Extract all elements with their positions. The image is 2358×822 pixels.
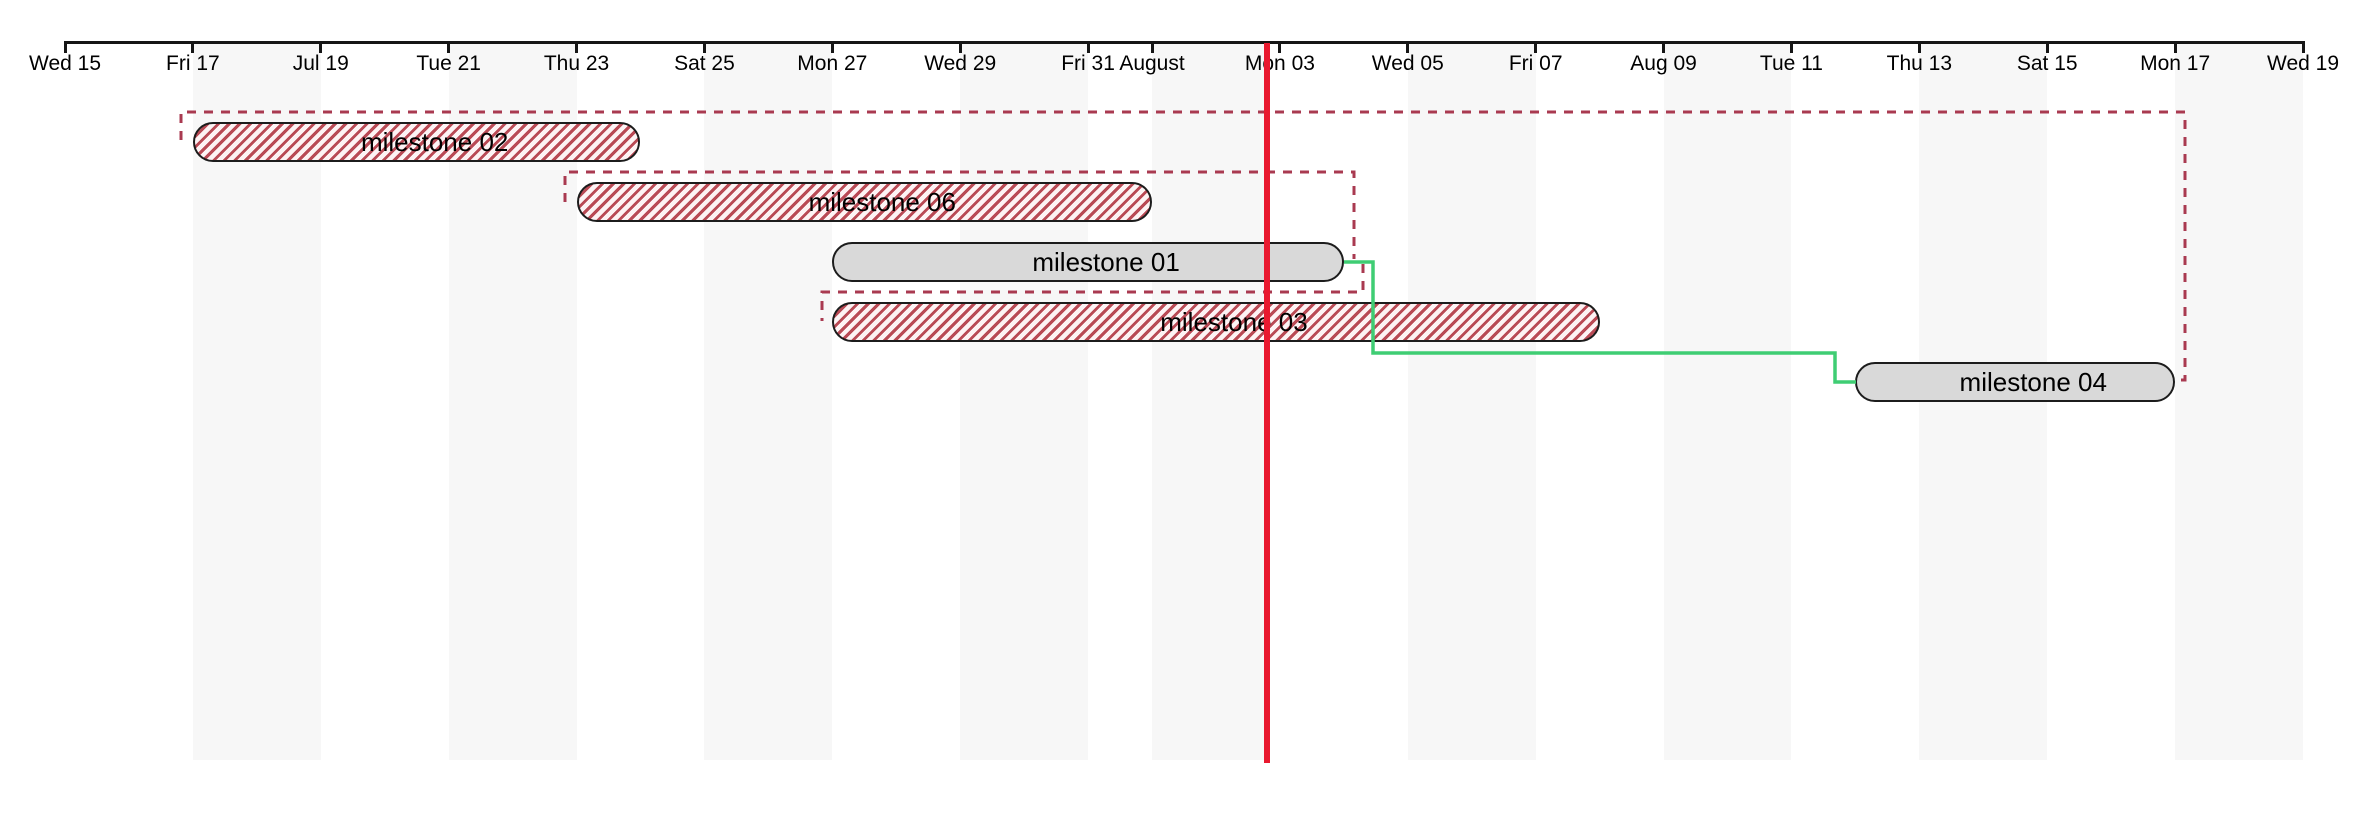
axis-tick-label: Thu 23 <box>543 52 610 75</box>
weekend-band <box>704 44 833 760</box>
task-label-m02: milestone 02 <box>360 126 509 157</box>
axis-tick <box>1917 42 1921 53</box>
axis-tick <box>1662 42 1666 53</box>
axis-tick-label: Sat 15 <box>2016 52 2078 75</box>
axis-tick-label: Wed 05 <box>1371 52 1444 75</box>
axis-tick <box>1278 42 1282 53</box>
axis-tick <box>702 42 706 53</box>
axis-tick-label: Tue 21 <box>416 52 481 75</box>
task-label-m06: milestone 06 <box>808 186 956 217</box>
task-bar-m04[interactable]: milestone 04 <box>1855 362 2176 402</box>
weekend-band <box>1152 44 1266 760</box>
axis-tick <box>2301 42 2305 53</box>
axis-tick-label: Wed 29 <box>924 52 997 75</box>
axis-tick-label: Mon 03 <box>1244 52 1315 75</box>
axis-tick-label: Thu 13 <box>1886 52 1953 75</box>
axis-tick <box>1406 42 1410 53</box>
axis-tick-label: August <box>1119 52 1185 75</box>
axis-tick <box>1086 42 1090 53</box>
axis-tick <box>2173 42 2177 53</box>
axis-tick-label: Fri 17 <box>166 52 220 75</box>
task-label-m03: milestone 03 <box>1160 306 1308 337</box>
axis-tick <box>830 42 834 53</box>
axis-tick <box>63 42 67 53</box>
axis-tick <box>319 42 323 53</box>
axis-tick-label: Wed 15 <box>29 52 101 75</box>
today-marker <box>1264 43 1271 763</box>
axis-tick <box>1789 42 1793 53</box>
weekend-band <box>2175 44 2303 760</box>
axis-tick <box>575 42 579 53</box>
axis-tick <box>958 42 962 53</box>
axis-line <box>63 40 2305 44</box>
axis-tick-label: Wed 19 <box>2267 52 2339 75</box>
axis-tick-label: Jul 19 <box>292 52 349 75</box>
axis-tick <box>191 42 195 53</box>
axis-tick <box>1150 42 1154 53</box>
weekend-band <box>960 44 1089 760</box>
weekend-band <box>1407 44 1536 760</box>
axis-tick <box>2045 42 2049 53</box>
task-bar-m06[interactable]: milestone 06 <box>576 182 1153 222</box>
task-bar-m03[interactable]: milestone 03 <box>832 302 1600 342</box>
weekend-band <box>1919 44 2048 760</box>
axis-tick-label: Fri 07 <box>1508 52 1563 75</box>
axis-tick <box>447 42 451 53</box>
axis-tick-label: Sat 25 <box>674 52 735 75</box>
task-label-m01: milestone 01 <box>1032 246 1180 277</box>
axis-tick-label: Mon 27 <box>797 52 868 75</box>
axis-tick-label: Aug 09 <box>1630 52 1697 75</box>
task-bar-m02[interactable]: milestone 02 <box>192 122 641 162</box>
axis-tick-label: Fri 31 <box>1061 52 1115 75</box>
axis-tick-label: Tue 11 <box>1759 52 1823 75</box>
weekend-band <box>1663 44 1792 760</box>
task-label-m04: milestone 04 <box>1959 366 2107 397</box>
axis-tick-label: Mon 17 <box>2140 52 2211 75</box>
axis-tick <box>1534 42 1538 53</box>
